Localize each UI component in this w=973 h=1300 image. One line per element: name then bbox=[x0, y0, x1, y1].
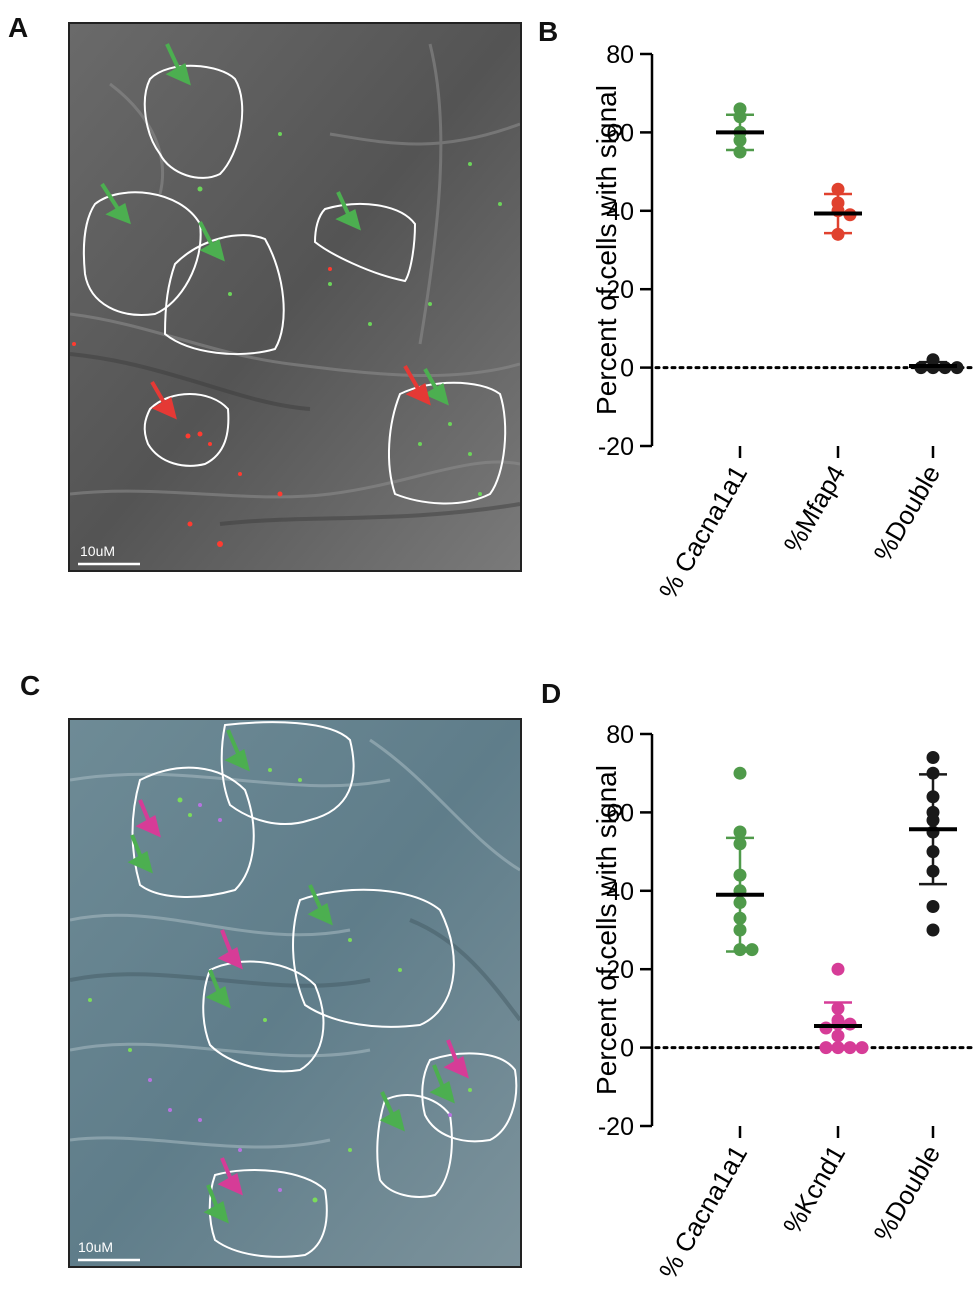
0-data-point bbox=[733, 133, 747, 147]
1-series-0 bbox=[716, 766, 764, 957]
1-series-1 bbox=[814, 962, 869, 1055]
1-data-point bbox=[843, 1041, 857, 1055]
0-y-tick-label: -20 bbox=[598, 433, 634, 461]
0-series-1 bbox=[814, 182, 862, 241]
1-y-tick-label: 60 bbox=[606, 799, 634, 827]
micrograph-c-image bbox=[70, 720, 520, 1266]
1-y-tick-label: 40 bbox=[606, 878, 634, 906]
1-x-tick-label: %Double bbox=[867, 1140, 946, 1246]
1-data-point bbox=[745, 943, 759, 957]
0-data-point bbox=[831, 182, 845, 196]
1-data-point bbox=[733, 943, 747, 957]
0-y-tick-label: 20 bbox=[606, 276, 634, 304]
scale-bar-label-c: 10uM bbox=[78, 1239, 114, 1255]
1-data-point bbox=[831, 1041, 845, 1055]
1-y-tick-label: 20 bbox=[606, 956, 634, 984]
0-y-tick-label: 40 bbox=[606, 198, 634, 226]
chart-b: -20 0 20 40 60 80 Percent of cells with signal… bbox=[591, 41, 973, 604]
1-data-point bbox=[926, 845, 940, 859]
1-y-tick-label: 80 bbox=[606, 721, 634, 749]
1-y-tick-label: 0 bbox=[620, 1035, 634, 1063]
chart-d: -20 0 20 40 60 80 Percent of cells with signal… bbox=[591, 721, 973, 1284]
micrograph-a: 10uM bbox=[68, 22, 522, 572]
panel-label-a: A bbox=[8, 12, 29, 43]
1-y-tick-label: -20 bbox=[598, 1113, 634, 1141]
1-data-point bbox=[926, 751, 940, 765]
1-x-tick-label: % Cacna1a1 bbox=[653, 1140, 753, 1284]
1-data-point bbox=[926, 766, 940, 780]
1-series-2 bbox=[909, 751, 957, 937]
0-data-point bbox=[831, 227, 845, 241]
1-data-point bbox=[819, 1041, 833, 1055]
1-data-point bbox=[926, 864, 940, 878]
1-data-point bbox=[733, 837, 747, 851]
1-data-point bbox=[855, 1041, 869, 1055]
1-x-tick-label: %Kcnd1 bbox=[777, 1140, 851, 1239]
micrograph-c: 10uM bbox=[68, 718, 522, 1268]
panel-label-c: C bbox=[20, 670, 41, 701]
0-series-0 bbox=[716, 102, 764, 159]
1-data-point bbox=[831, 962, 845, 976]
1-data-point bbox=[926, 899, 940, 913]
0-y-tick-label: 0 bbox=[620, 355, 634, 383]
0-y-tick-label: 60 bbox=[606, 119, 634, 147]
0-series-2 bbox=[909, 353, 964, 375]
1-data-point bbox=[733, 766, 747, 780]
1-data-point bbox=[733, 825, 747, 839]
1-data-point bbox=[926, 790, 940, 804]
0-y-tick-label: 80 bbox=[606, 41, 634, 69]
1-data-point bbox=[733, 923, 747, 937]
1-data-point bbox=[926, 813, 940, 827]
1-data-point bbox=[733, 868, 747, 882]
1-data-point bbox=[733, 896, 747, 910]
1-data-point bbox=[831, 1029, 845, 1043]
0-y-axis-label: Percent of cells with signal bbox=[591, 85, 622, 415]
panel-label-b: B bbox=[538, 16, 559, 47]
0-x-tick-label: % Cacna1a1 bbox=[653, 460, 753, 604]
1-data-point bbox=[831, 1001, 845, 1015]
0-x-tick-label: %Mfap4 bbox=[778, 460, 852, 558]
1-y-axis-label: Percent of cells with signal bbox=[591, 765, 622, 1095]
1-data-point bbox=[733, 911, 747, 925]
1-data-point bbox=[926, 923, 940, 937]
0-data-point bbox=[733, 110, 747, 124]
0-data-point bbox=[733, 145, 747, 159]
panel-label-d: D bbox=[541, 678, 562, 709]
0-x-tick-label: %Double bbox=[867, 460, 946, 566]
micrograph-a-image bbox=[70, 24, 520, 570]
scale-bar-label-a: 10uM bbox=[80, 543, 116, 559]
